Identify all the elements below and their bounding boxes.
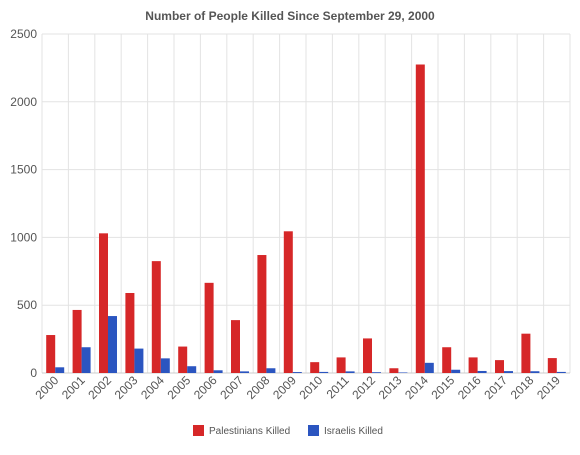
x-tick-label: 2001	[59, 373, 88, 402]
bar-palestinians-2007[interactable]	[231, 320, 240, 373]
bar-israelis-2011[interactable]	[345, 371, 355, 373]
legend-swatch	[193, 425, 204, 436]
bar-israelis-2005[interactable]	[187, 366, 197, 373]
x-tick-label: 2004	[138, 373, 167, 402]
x-tick-label: 2010	[297, 373, 326, 402]
x-tick-label: 2005	[165, 373, 194, 402]
bar-palestinians-2017[interactable]	[495, 360, 504, 373]
legend-swatch	[308, 425, 319, 436]
bar-israelis-2010[interactable]	[319, 371, 329, 373]
x-tick-label: 2013	[376, 373, 405, 402]
bar-israelis-2019[interactable]	[556, 371, 566, 373]
x-tick-label: 2008	[244, 373, 273, 402]
bar-palestinians-2008[interactable]	[257, 255, 267, 373]
y-tick-label: 0	[30, 366, 37, 380]
y-tick-label: 1500	[10, 163, 37, 177]
bar-palestinians-2005[interactable]	[178, 346, 188, 373]
bar-palestinians-2001[interactable]	[72, 309, 82, 373]
x-tick-label: 2006	[191, 373, 220, 402]
grid-lines	[41, 33, 571, 374]
bar-palestinians-2013[interactable]	[389, 368, 399, 373]
x-axis-ticks: 2000200120022003200420052006200720082009…	[33, 373, 564, 402]
bar-israelis-2017[interactable]	[504, 371, 513, 373]
bar-palestinians-2016[interactable]	[468, 357, 478, 373]
bar-palestinians-2018[interactable]	[521, 333, 531, 373]
x-tick-label: 2002	[85, 373, 114, 402]
y-tick-label: 2000	[10, 95, 37, 109]
bar-israelis-2004[interactable]	[160, 358, 170, 373]
x-tick-label: 2017	[481, 373, 510, 402]
legend-label: Palestinians Killed	[209, 426, 290, 437]
bar-palestinians-2019[interactable]	[547, 358, 557, 373]
legend-label: Israelis Killed	[324, 426, 383, 437]
x-tick-label: 2019	[534, 373, 563, 402]
bar-palestinians-2003[interactable]	[125, 292, 135, 373]
y-tick-label: 1000	[10, 230, 37, 244]
bar-israelis-2013[interactable]	[398, 372, 408, 373]
x-tick-label: 2016	[455, 373, 484, 402]
bar-israelis-2001[interactable]	[81, 347, 91, 373]
bar-palestinians-2006[interactable]	[204, 282, 214, 373]
x-tick-label: 2015	[429, 373, 458, 402]
bar-israelis-2007[interactable]	[240, 371, 249, 373]
x-tick-label: 2009	[270, 373, 299, 402]
bar-palestinians-2012[interactable]	[363, 338, 372, 373]
bars	[46, 64, 566, 373]
bar-palestinians-2011[interactable]	[336, 357, 346, 373]
y-tick-label: 2500	[10, 27, 37, 41]
bar-israelis-2018[interactable]	[530, 371, 540, 373]
bar-israelis-2009[interactable]	[292, 372, 302, 373]
y-tick-label: 500	[17, 298, 37, 312]
bar-palestinians-2010[interactable]	[310, 362, 320, 373]
bar-israelis-2006[interactable]	[213, 370, 223, 373]
y-axis-ticks: 0 500 1000 1500 2000 2500	[10, 27, 37, 380]
bar-israelis-2008[interactable]	[266, 368, 276, 373]
bar-palestinians-2004[interactable]	[151, 261, 161, 373]
bar-palestinians-2000[interactable]	[46, 335, 56, 373]
legend[interactable]: Palestinians Killed Israelis Killed	[193, 425, 383, 437]
bar-palestinians-2002[interactable]	[99, 233, 108, 373]
x-tick-label: 2018	[508, 373, 537, 402]
bar-israelis-2014[interactable]	[424, 362, 434, 373]
bar-israelis-2003[interactable]	[134, 348, 144, 373]
x-tick-label: 2003	[112, 373, 141, 402]
legend-item-israelis[interactable]: Israelis Killed	[308, 425, 383, 437]
bar-israelis-2015[interactable]	[451, 369, 461, 373]
x-tick-label: 2007	[217, 373, 246, 402]
bar-israelis-2012[interactable]	[372, 372, 381, 373]
legend-item-palestinians[interactable]: Palestinians Killed	[193, 425, 290, 437]
bar-palestinians-2015[interactable]	[442, 347, 452, 373]
chart-title: Number of People Killed Since September …	[145, 9, 435, 23]
bar-israelis-2016[interactable]	[477, 370, 487, 373]
bar-israelis-2000[interactable]	[55, 367, 65, 373]
x-tick-label: 2012	[349, 373, 378, 402]
bar-israelis-2002[interactable]	[108, 316, 117, 373]
bar-palestinians-2014[interactable]	[415, 64, 425, 373]
bar-palestinians-2009[interactable]	[283, 231, 293, 373]
x-tick-label: 2014	[402, 373, 431, 402]
x-tick-label: 2011	[324, 373, 352, 401]
